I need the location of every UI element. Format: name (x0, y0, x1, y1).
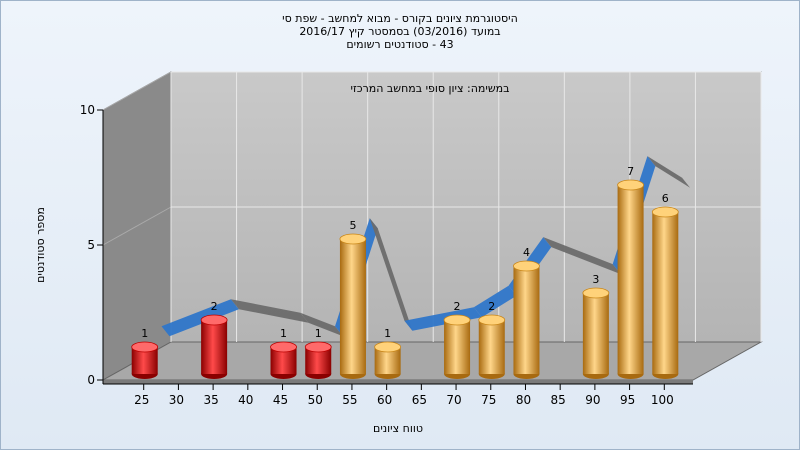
bar-value-label: 5 (349, 219, 356, 232)
y-tick-label: 5 (87, 238, 95, 252)
bar (374, 341, 402, 379)
bar-cap (478, 314, 506, 326)
bar-body (478, 320, 505, 374)
bar-body (444, 320, 471, 374)
bar-value-label: 6 (662, 192, 669, 205)
bar (200, 314, 228, 379)
bar-cap (304, 341, 332, 353)
bar-cap (513, 260, 540, 272)
chart-title-line-1: היסטוגרמת ציונים בקורס - מבוא למחשב - שפ… (282, 12, 518, 25)
bar-cap (339, 233, 367, 245)
bar-cap (374, 341, 402, 353)
y-tick-label: 10 (80, 103, 95, 117)
bar-value-label: 1 (315, 327, 322, 340)
bar-value-label: 1 (280, 327, 287, 340)
x-tick-label: 40 (238, 393, 253, 407)
bar-body (339, 239, 366, 374)
bar-cap (617, 179, 644, 191)
bar-cap (270, 341, 297, 353)
x-tick-label: 50 (308, 393, 323, 407)
trend-ribbon-segment (543, 237, 621, 275)
bar-body (513, 266, 540, 374)
bar-cap (582, 287, 610, 299)
trend-ribbon-segment (300, 312, 344, 337)
gridline-left (102, 206, 172, 246)
x-tick-label: 100 (651, 393, 674, 407)
bar-cap (651, 206, 679, 218)
bar-value-label: 2 (454, 300, 461, 313)
bar (651, 206, 679, 379)
chart-annotation: במשימה: ציון סופי במחשב המרכזי (350, 82, 509, 95)
x-tick-label: 30 (169, 393, 184, 407)
bar (304, 341, 332, 379)
y-axis-title: מספר סטודנטים (34, 207, 47, 283)
bar (582, 287, 610, 379)
bar (478, 314, 506, 379)
x-tick-label: 70 (446, 393, 461, 407)
bar (617, 179, 644, 379)
bar (131, 341, 159, 379)
bar-value-label: 3 (592, 273, 599, 286)
chart-title-line-3: 43 - סטודנטים רשומים (346, 38, 454, 51)
bar-value-label: 1 (384, 327, 391, 340)
bar-value-label: 4 (523, 246, 530, 259)
trend-ribbon-segment (369, 218, 413, 331)
x-tick-label: 65 (412, 393, 427, 407)
bar-cap (131, 341, 159, 353)
x-tick-label: 90 (585, 393, 600, 407)
bar-body (201, 320, 228, 374)
trend-ribbon-segment (404, 307, 482, 331)
bar-cap (200, 314, 228, 326)
x-tick-label: 60 (377, 393, 392, 407)
bar (443, 314, 471, 379)
x-tick-label: 55 (342, 393, 357, 407)
y-tick-label: 0 (87, 373, 95, 387)
x-tick-label: 75 (481, 393, 496, 407)
x-axis-title: טווח ציונים (373, 422, 423, 435)
bar (339, 233, 367, 379)
floor-edge (103, 380, 693, 384)
trend-ribbon-segment (647, 156, 691, 188)
x-tick-label: 35 (203, 393, 218, 407)
bar (270, 341, 297, 379)
bar-body (617, 185, 644, 374)
bar-value-label: 7 (627, 165, 634, 178)
bar-body (582, 293, 609, 374)
bar-value-label: 2 (488, 300, 495, 313)
bar-value-label: 1 (141, 327, 148, 340)
chart-title-line-2: במועד (03/2016) בסמסטר קיץ 2016/17 (299, 25, 501, 38)
x-tick-label: 80 (516, 393, 531, 407)
trend-ribbon-segment (161, 299, 239, 337)
bar-value-label: 2 (211, 300, 218, 313)
bar-body (652, 212, 679, 374)
bar (513, 260, 540, 379)
x-tick-label: 25 (134, 393, 149, 407)
gridline-left (102, 71, 172, 111)
x-tick-label: 45 (273, 393, 288, 407)
trend-ribbon-segment (473, 285, 517, 318)
trend-ribbon-segment (230, 299, 309, 323)
x-tick-label: 95 (620, 393, 635, 407)
x-tick-label: 85 (551, 393, 566, 407)
bar-cap (443, 314, 471, 326)
